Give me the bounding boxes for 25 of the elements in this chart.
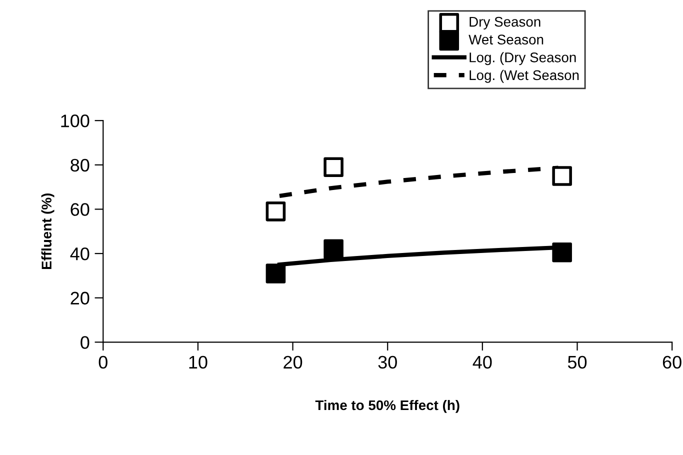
y-tick-label: 100 <box>61 114 90 128</box>
point <box>552 242 572 262</box>
legend-label: Log. (Dry Season <box>470 52 576 66</box>
y-tick-label: 0 <box>80 336 90 349</box>
point <box>266 264 286 284</box>
x-tick-label: 30 <box>378 356 397 369</box>
point <box>266 202 286 222</box>
y-tick-label: 80 <box>70 158 90 172</box>
y-tick-label: 40 <box>70 247 90 260</box>
y-axis-title: Effluent (%) <box>41 193 54 270</box>
legend-label: Log. (Wet Season <box>470 70 579 83</box>
x-axis-title: Time to 50% Effect (h) <box>315 400 460 413</box>
x-tick-label: 40 <box>472 356 492 369</box>
x-tick-label: 50 <box>568 356 587 369</box>
legend-label: Dry Season <box>470 16 540 30</box>
x-tick-label: 60 <box>662 356 682 369</box>
x-tick-label: 0 <box>98 356 108 369</box>
x-tick-label: 10 <box>189 356 208 369</box>
y-tick-label: 60 <box>70 203 90 216</box>
legend-label: Wet Season <box>468 34 544 45</box>
point <box>324 239 344 259</box>
point <box>324 157 344 178</box>
y-tick-label: 20 <box>70 292 90 305</box>
x-tick-label: 20 <box>284 356 302 369</box>
point <box>552 166 572 186</box>
